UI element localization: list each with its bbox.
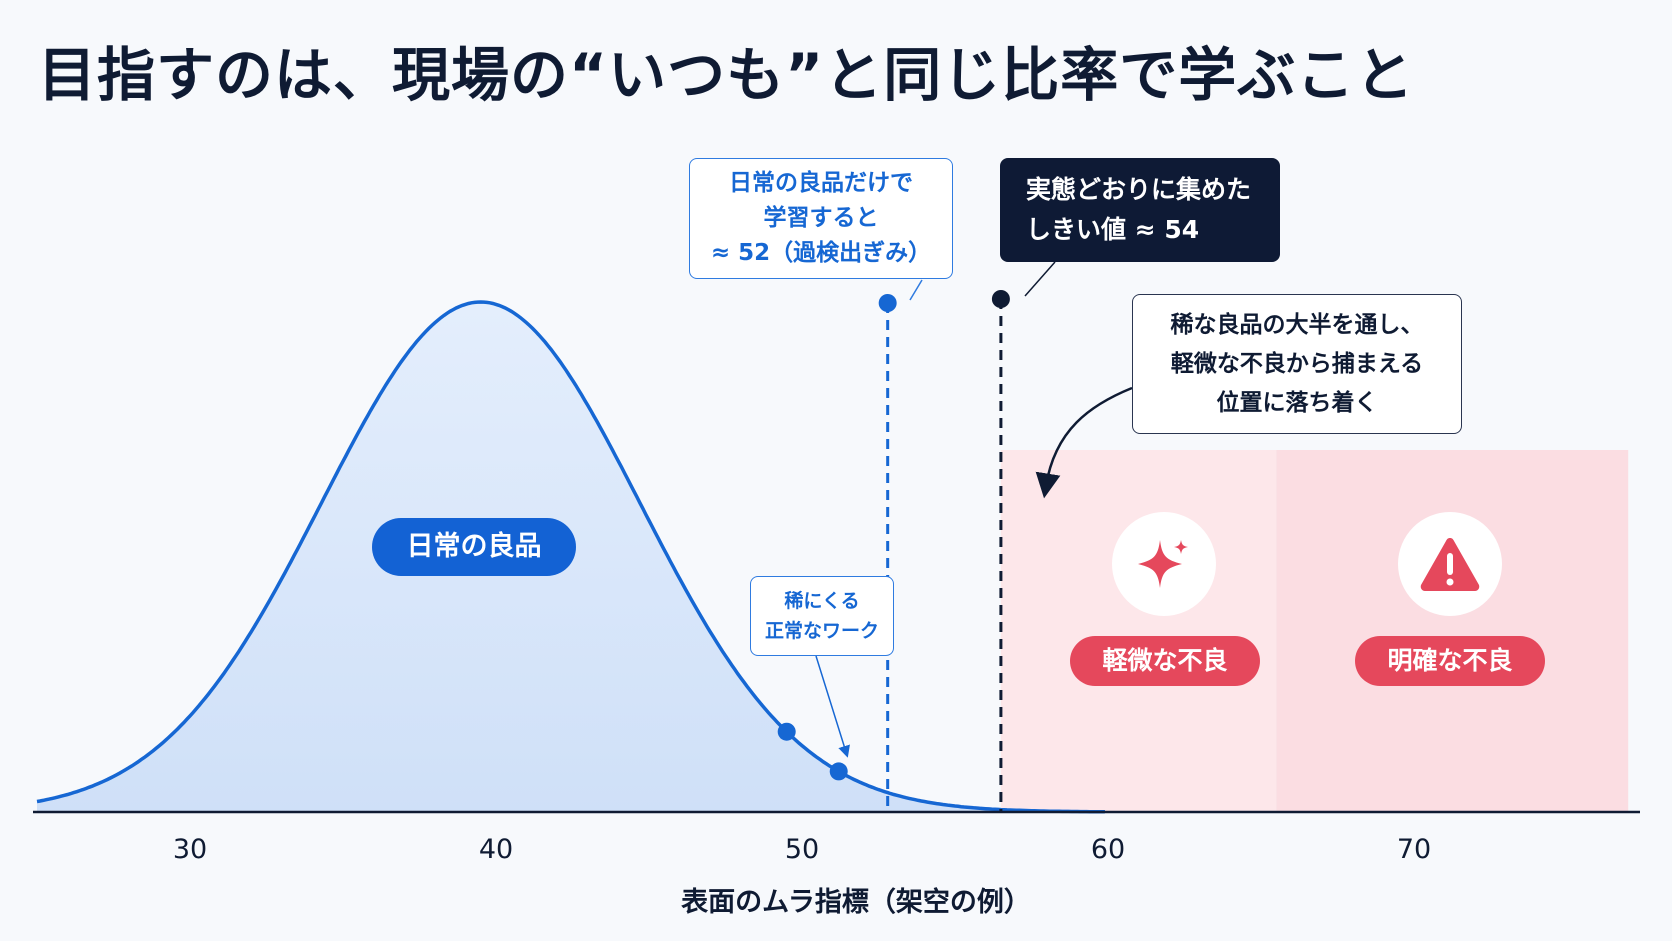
- callout-line: しきい値 ≈ 54: [1026, 215, 1200, 244]
- clear-defect-zone: [1276, 450, 1629, 812]
- callout-line: 稀な良品の大半を通し、: [1170, 311, 1424, 338]
- callout-line: ≈ 52（過検出ぎみ）: [710, 240, 932, 266]
- blue-callout-connector: [909, 279, 923, 301]
- callout-line: 位置に落ち着く: [1216, 389, 1378, 416]
- clear-defect-label: 明確な不良: [1355, 636, 1545, 686]
- x-tick-label: 30: [173, 834, 207, 865]
- callout-line: 学習すると: [763, 205, 879, 231]
- rare-normal-callout: 稀にくる 正常なワーク: [750, 576, 894, 656]
- dark-callout-connector: [1024, 261, 1056, 297]
- threshold-marker: [991, 290, 1010, 308]
- callout-line: 正常なワーク: [764, 620, 879, 642]
- x-tick-label: 70: [1397, 834, 1431, 865]
- minor-defect-zone: [1000, 450, 1277, 812]
- callout-line: 日常の良品だけで: [729, 170, 913, 196]
- x-axis-label: 表面のムラ指標（架空の例）: [681, 887, 1031, 918]
- x-tick-label: 40: [479, 834, 513, 865]
- sparkle-icon: [1112, 512, 1216, 616]
- rare-callout-arrow: [815, 655, 850, 758]
- normal-goods-label: 日常の良品: [372, 518, 576, 576]
- x-tick-label: 60: [1091, 834, 1125, 865]
- callout-line: 軽微な不良から捕まえる: [1170, 350, 1424, 377]
- callout-line: 稀にくる: [784, 590, 860, 612]
- threshold-marker: [878, 294, 897, 312]
- warning-icon: [1398, 512, 1502, 616]
- normal-distribution-curve: [36, 300, 1105, 814]
- threshold-position-callout: 稀な良品の大半を通し、 軽微な不良から捕まえる 位置に落ち着く: [1132, 294, 1462, 434]
- rare-normal-point: [777, 722, 796, 741]
- rare-normal-point: [829, 762, 848, 781]
- minor-defect-label: 軽微な不良: [1070, 636, 1260, 686]
- callout-line: 実態どおりに集めた: [1026, 175, 1252, 204]
- page-title: 目指すのは、現場の“いつも”と同じ比率で学ぶこと: [38, 41, 1415, 109]
- realistic-threshold-callout: 実態どおりに集めた しきい値 ≈ 54: [1000, 158, 1280, 262]
- position-arrow: [1035, 386, 1133, 499]
- x-tick-label: 50: [785, 834, 819, 865]
- normal-only-threshold-callout: 日常の良品だけで 学習すると ≈ 52（過検出ぎみ）: [689, 158, 953, 279]
